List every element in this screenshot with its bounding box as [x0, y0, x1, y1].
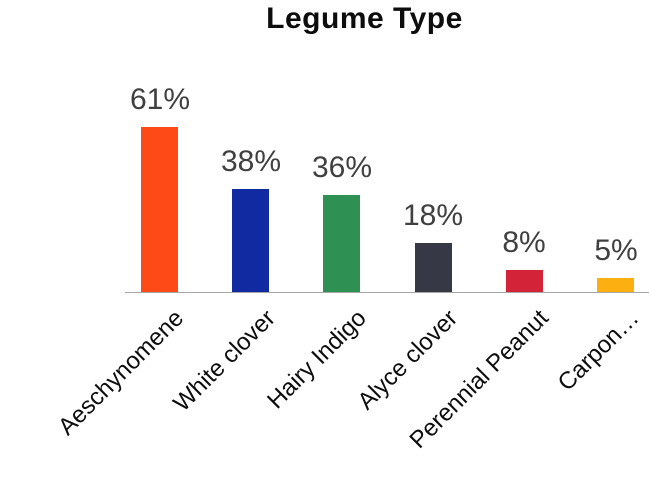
bar-perennial-peanut	[506, 270, 543, 292]
value-label: 8%	[502, 226, 546, 259]
value-label: 38%	[220, 145, 282, 178]
value-label: 18%	[402, 199, 464, 232]
value-label: 36%	[311, 151, 373, 184]
bar-white-clover	[232, 189, 269, 292]
category-label: Aeschynomene	[52, 304, 189, 441]
bar-carpon	[597, 278, 634, 292]
bar-aeschynomene	[141, 127, 178, 292]
chart-title: Legume Type	[266, 2, 463, 35]
x-axis-line	[125, 292, 649, 293]
bar-hairy-indigo	[323, 195, 360, 292]
category-label: Carpon…	[552, 304, 645, 397]
value-label: 61%	[129, 83, 191, 116]
bar-alyce-clover	[415, 243, 452, 292]
value-label: 5%	[594, 234, 638, 267]
